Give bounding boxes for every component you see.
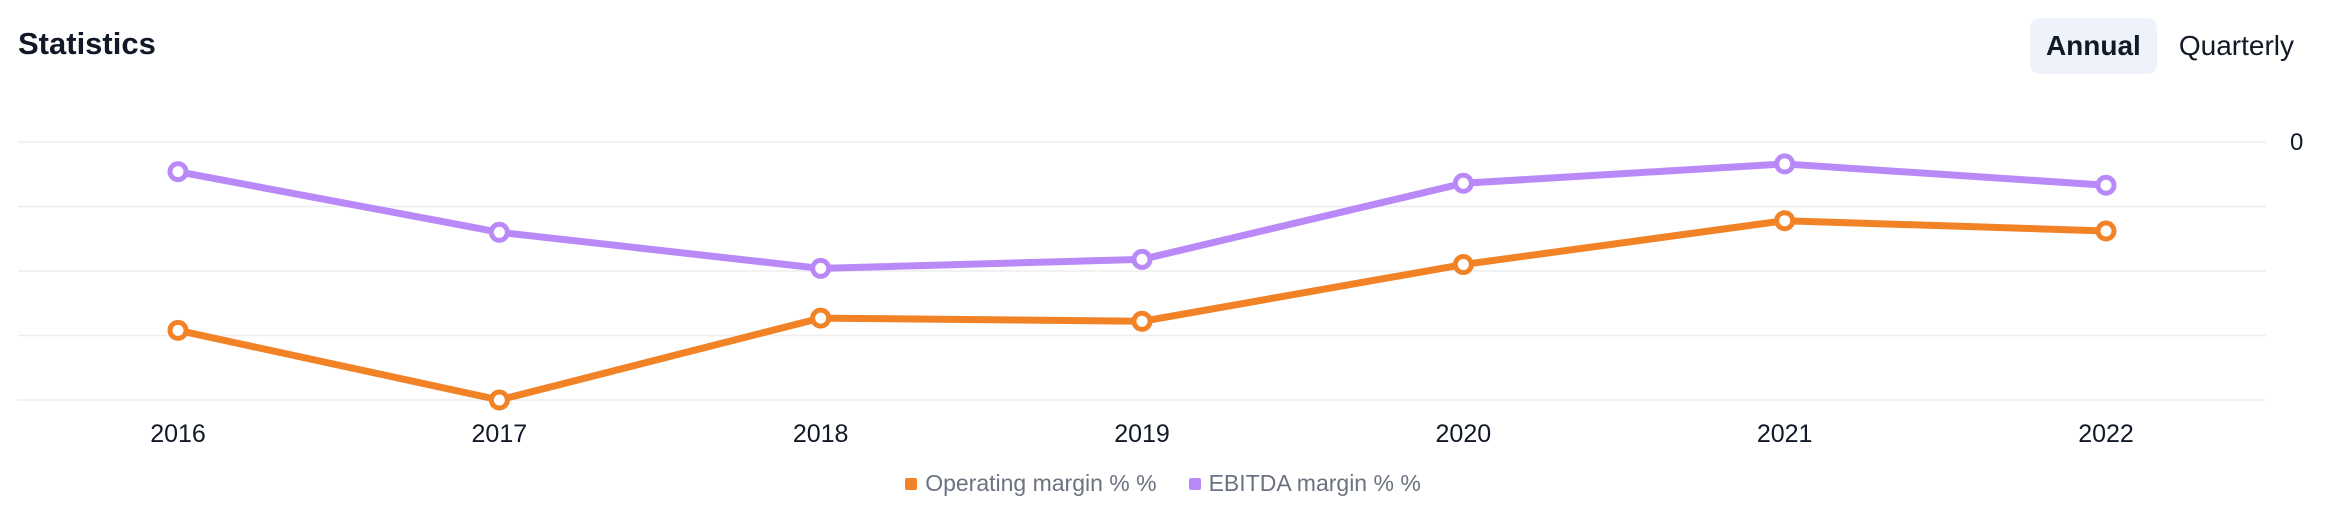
series-line xyxy=(174,217,2110,404)
legend-swatch-operating-margin xyxy=(905,477,918,490)
data-point[interactable] xyxy=(1774,210,1796,232)
annual-button[interactable]: Annual xyxy=(2029,18,2157,74)
quarterly-button[interactable]: Quarterly xyxy=(2178,30,2294,61)
x-tick-label: 2020 xyxy=(1436,420,1492,448)
data-point[interactable] xyxy=(167,319,189,341)
x-tick-label: 2016 xyxy=(150,420,206,448)
data-point[interactable] xyxy=(1131,310,1153,332)
x-tick-label: 2019 xyxy=(1114,420,1170,448)
data-point[interactable] xyxy=(1452,254,1474,276)
page-title: Statistics xyxy=(18,26,156,61)
data-point[interactable] xyxy=(1131,248,1153,270)
x-tick-label: 2018 xyxy=(793,420,849,448)
chart-series xyxy=(167,153,2117,411)
x-axis-ticks: 2016 2017 2018 2019 2020 2021 2022 xyxy=(150,420,2134,448)
x-tick-label: 2021 xyxy=(1757,420,1813,448)
data-point[interactable] xyxy=(810,257,832,279)
y-axis-ticks: 0 xyxy=(2290,129,2303,156)
legend-label-operating-margin: Operating margin % % xyxy=(925,470,1157,496)
y-tick-label: 0 xyxy=(2290,129,2303,156)
data-point[interactable] xyxy=(810,307,832,329)
data-point[interactable] xyxy=(2095,220,2117,242)
data-point[interactable] xyxy=(488,221,510,243)
x-tick-label: 2017 xyxy=(472,420,528,448)
legend-item-ebitda-margin[interactable]: EBITDA margin % % xyxy=(1188,470,1421,497)
chart-gridlines xyxy=(18,141,2266,401)
chart-legend: Operating margin % % EBITDA margin % % xyxy=(0,470,2326,497)
legend-swatch-ebitda-margin xyxy=(1188,477,1201,490)
data-point[interactable] xyxy=(488,389,510,411)
period-toggle: Annual Quarterly xyxy=(2029,18,2310,74)
legend-item-operating-margin[interactable]: Operating margin % % xyxy=(905,470,1157,497)
data-point[interactable] xyxy=(1452,172,1474,194)
data-point[interactable] xyxy=(2095,174,2117,196)
data-point[interactable] xyxy=(167,161,189,183)
x-tick-label: 2022 xyxy=(2078,420,2134,448)
data-point[interactable] xyxy=(1774,153,1796,175)
legend-label-ebitda-margin: EBITDA margin % % xyxy=(1208,470,1421,496)
